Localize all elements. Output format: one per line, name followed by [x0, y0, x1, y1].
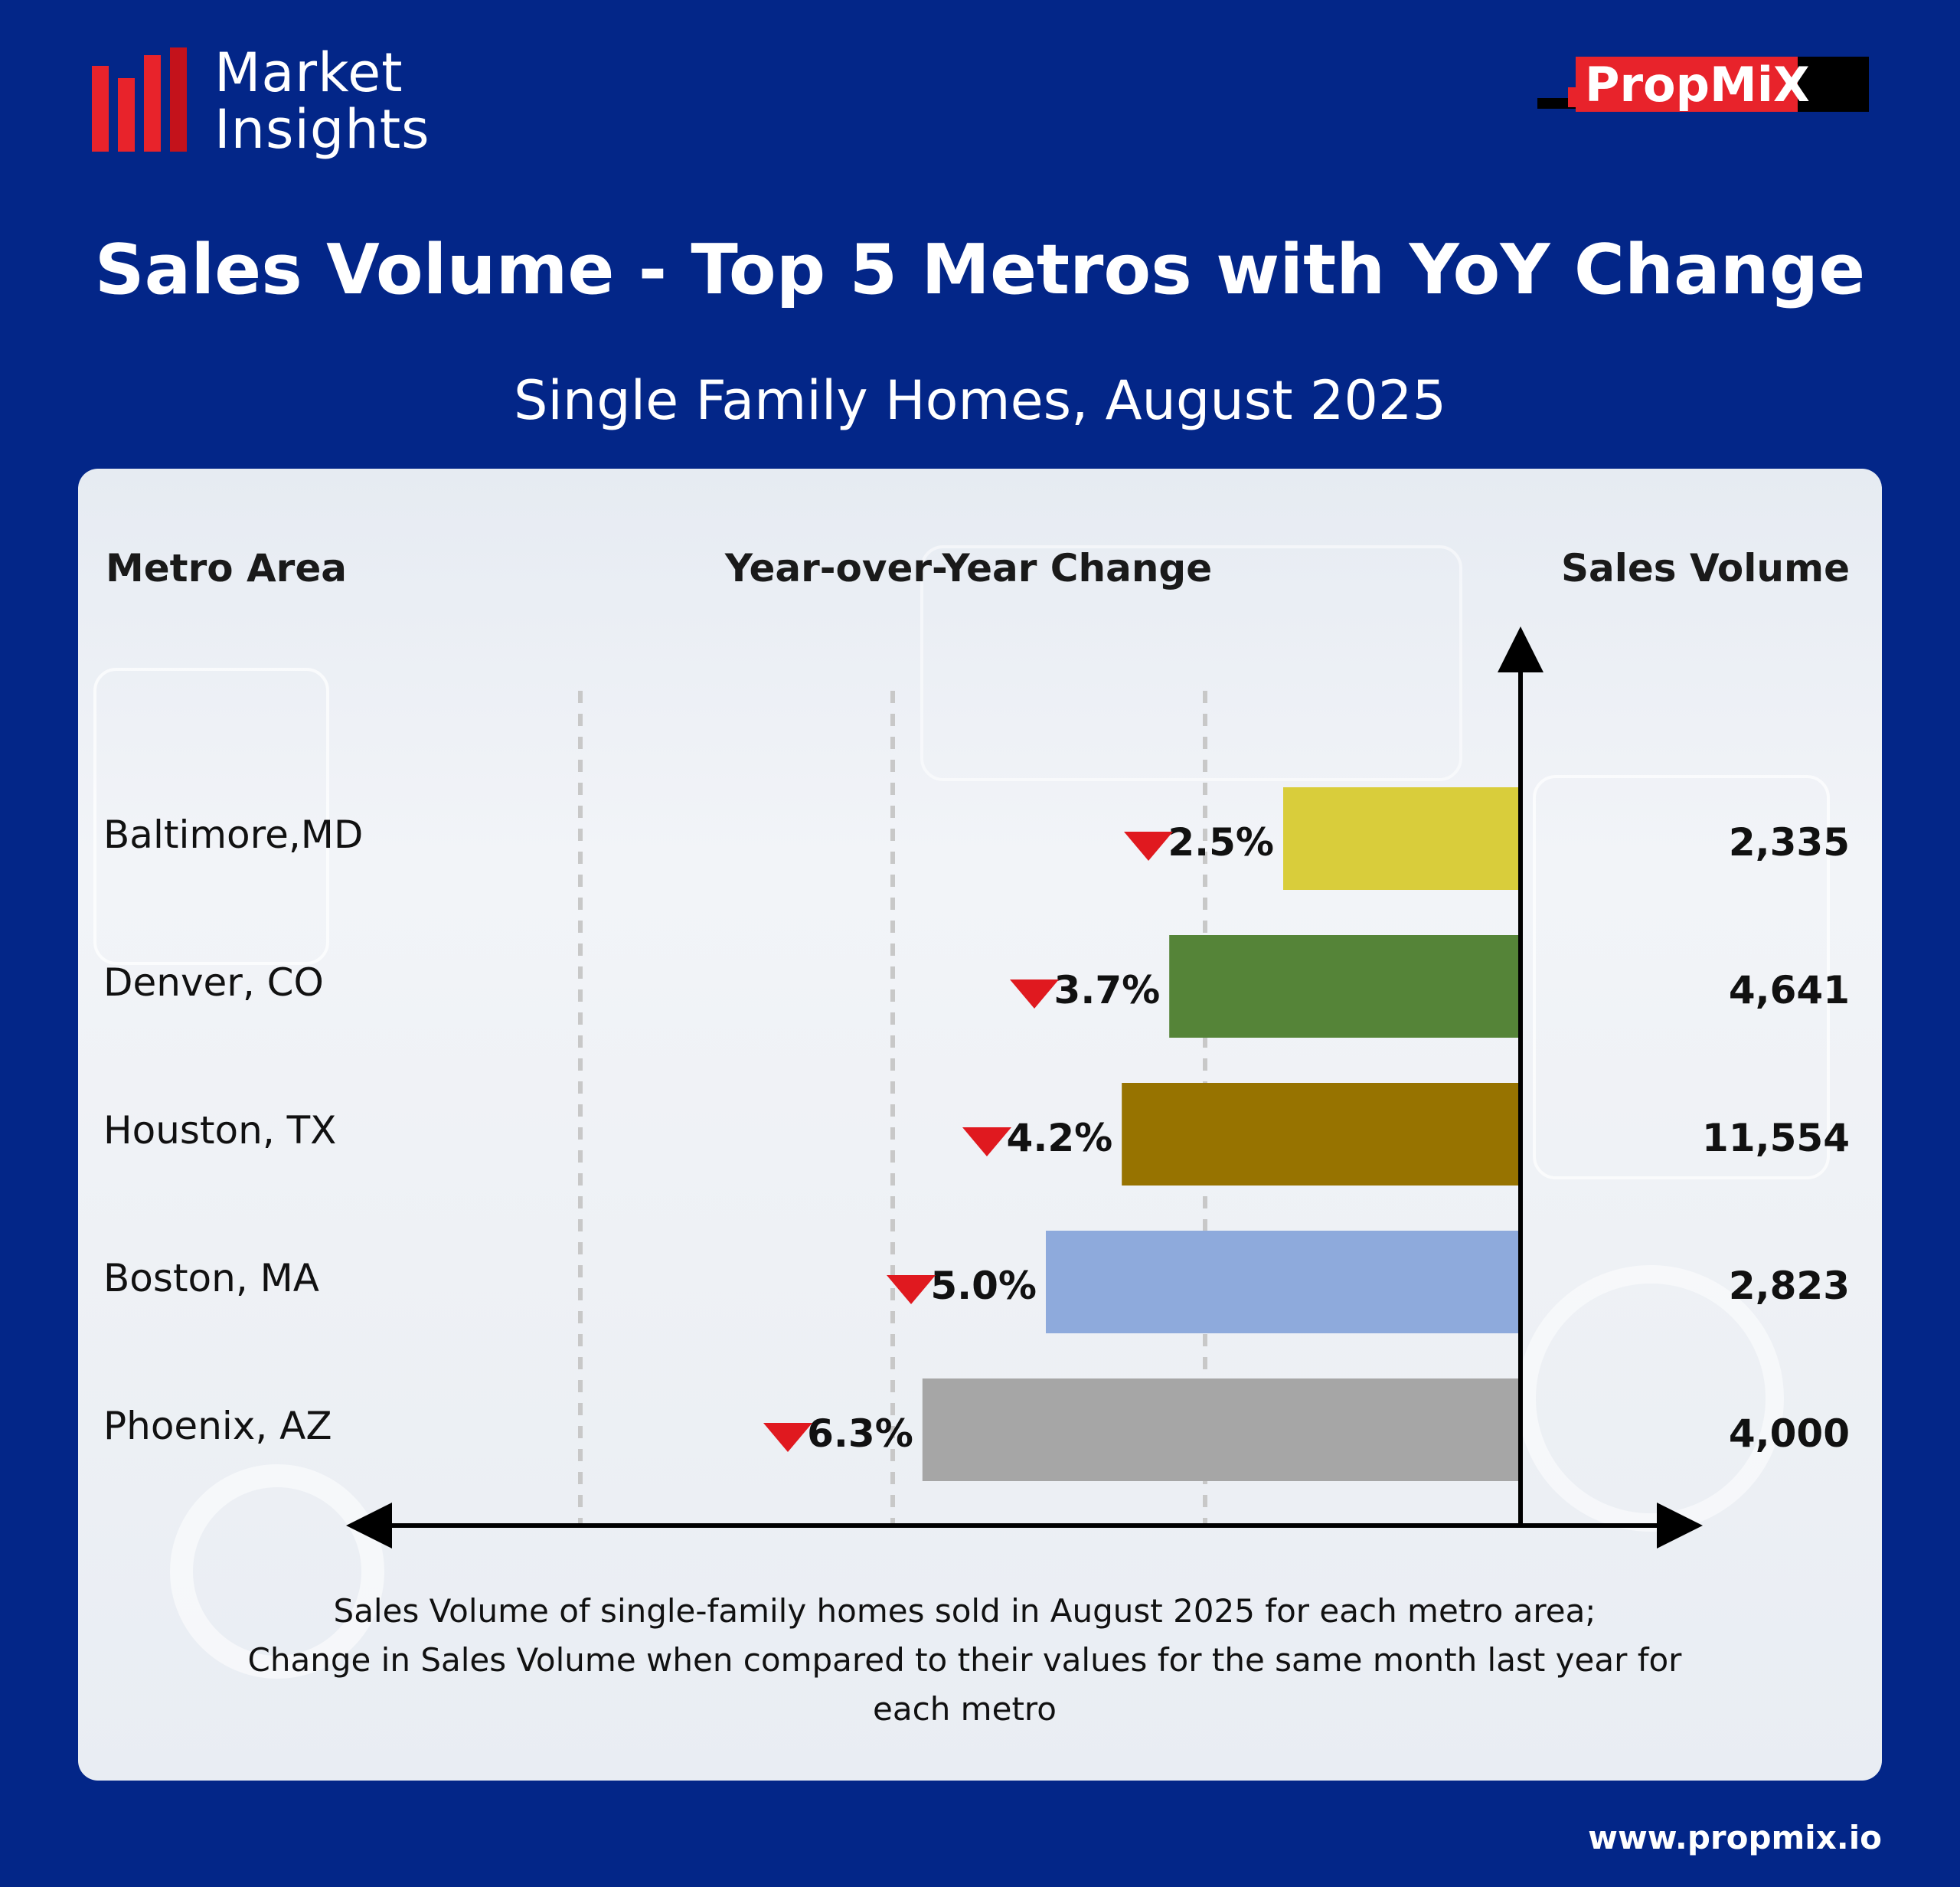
brand-line-1: Market [214, 41, 403, 104]
yoy-label: 2.5% [1168, 820, 1274, 865]
footnote-line-3: each metro [873, 1690, 1057, 1728]
yoy-label: 6.3% [807, 1411, 913, 1456]
sales-volume-label: 11,554 [1702, 1116, 1850, 1160]
yoy-label: 4.2% [1006, 1116, 1113, 1160]
chart-panel: Metro Area Year-over-Year Change Sales V… [78, 469, 1882, 1781]
down-triangle-icon [887, 1275, 936, 1304]
metro-label: Baltimore,MD [103, 813, 364, 857]
propmix-logo: PropMiX [1537, 57, 1869, 124]
chart-footnote: Sales Volume of single-family homes sold… [231, 1587, 1698, 1734]
yoy-label: 3.7% [1054, 968, 1161, 1012]
bar-2 [1122, 1083, 1521, 1186]
footnote-line-2: Change in Sales Volume when compared to … [247, 1641, 1682, 1679]
bar-4 [922, 1378, 1521, 1481]
page-subtitle: Single Family Homes, August 2025 [514, 369, 1446, 432]
metro-label: Boston, MA [103, 1256, 319, 1300]
down-triangle-icon [962, 1127, 1012, 1156]
market-insights-logo-icon [92, 47, 207, 152]
footnote-line-1: Sales Volume of single-family homes sold… [333, 1592, 1596, 1630]
header-metro-area: Metro Area [106, 546, 347, 590]
brand-line-2: Insights [214, 98, 430, 161]
down-triangle-icon [1010, 979, 1060, 1009]
sales-volume-label: 2,335 [1728, 820, 1850, 865]
metro-label: Phoenix, AZ [103, 1404, 332, 1448]
down-triangle-icon [763, 1423, 812, 1452]
website-url: www.propmix.io [1588, 1819, 1882, 1856]
header-yoy-change: Year-over-Year Change [724, 546, 1213, 590]
sales-volume-label: 2,823 [1728, 1264, 1850, 1308]
metro-label: Denver, CO [103, 960, 324, 1005]
down-triangle-icon [1124, 832, 1173, 861]
propmix-logo-text: PropMiX [1585, 57, 1810, 113]
bar-3 [1046, 1231, 1521, 1333]
page-title: Sales Volume - Top 5 Metros with YoY Cha… [94, 230, 1866, 310]
metro-label: Houston, TX [103, 1108, 337, 1153]
sales-volume-label: 4,641 [1728, 968, 1850, 1012]
yoy-bar-chart [346, 626, 1703, 1549]
bar-1 [1169, 935, 1521, 1038]
bar-0 [1283, 787, 1521, 890]
sales-volume-label: 4,000 [1728, 1411, 1850, 1456]
yoy-label: 5.0% [930, 1264, 1037, 1308]
header-sales-volume: Sales Volume [1560, 546, 1850, 590]
